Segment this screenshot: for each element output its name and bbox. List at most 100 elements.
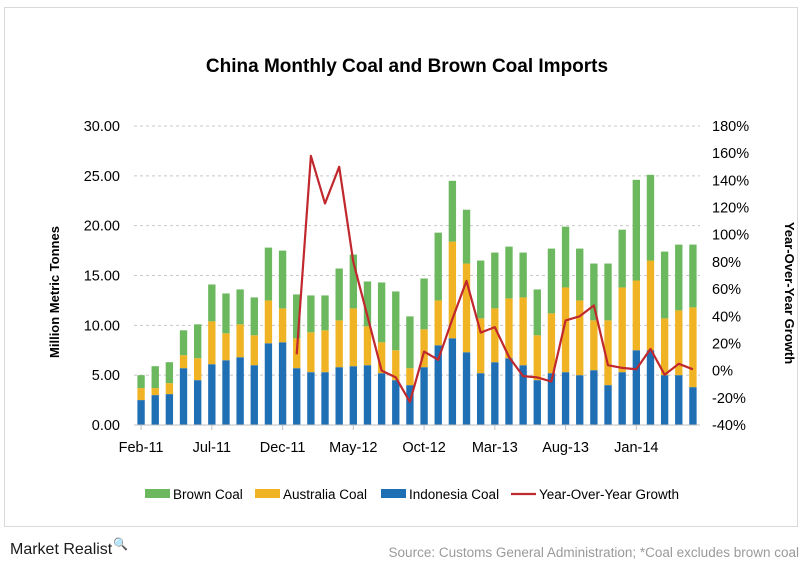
bar-australia-coal bbox=[660, 318, 669, 376]
bar-indonesia-coal bbox=[420, 367, 428, 425]
x-tick-label: Oct-12 bbox=[402, 440, 446, 456]
bar-brown-coal bbox=[561, 226, 570, 288]
bar-australia-coal bbox=[193, 358, 202, 381]
bar-australia-coal bbox=[420, 329, 428, 368]
bar-brown-coal bbox=[689, 244, 697, 308]
bar-brown-coal bbox=[349, 254, 358, 309]
x-tick-label: Dec-11 bbox=[260, 440, 306, 456]
bar-indonesia-coal bbox=[491, 362, 499, 425]
bar-indonesia-coal bbox=[561, 372, 570, 425]
bar-australia-coal bbox=[576, 300, 584, 376]
bar-indonesia-coal bbox=[505, 358, 513, 425]
bar-indonesia-coal bbox=[363, 365, 372, 425]
bar-brown-coal bbox=[335, 268, 343, 321]
legend-label: Australia Coal bbox=[283, 487, 367, 502]
bar-australia-coal bbox=[533, 335, 541, 381]
bar-brown-coal bbox=[675, 244, 683, 311]
y-tick-label: 10.00 bbox=[84, 318, 120, 334]
bar-brown-coal bbox=[137, 375, 145, 389]
bar-brown-coal bbox=[618, 229, 626, 288]
bar-indonesia-coal bbox=[264, 343, 273, 425]
bar-brown-coal bbox=[250, 297, 258, 336]
bar-australia-coal bbox=[462, 263, 471, 353]
y-tick-label: 5.00 bbox=[92, 368, 120, 384]
bar-indonesia-coal bbox=[646, 350, 655, 425]
bar-brown-coal bbox=[519, 252, 527, 298]
bar-brown-coal bbox=[576, 248, 584, 301]
bar-australia-coal bbox=[590, 320, 598, 371]
brand-name: Market Realist bbox=[10, 541, 113, 558]
bar-indonesia-coal bbox=[533, 380, 541, 425]
bar-brown-coal bbox=[660, 251, 669, 319]
bar-australia-coal bbox=[505, 298, 513, 359]
bar-australia-coal bbox=[604, 320, 612, 386]
bar-australia-coal bbox=[377, 342, 386, 374]
legend-label: Indonesia Coal bbox=[409, 487, 499, 502]
bar-series bbox=[137, 174, 697, 425]
bar-australia-coal bbox=[179, 355, 188, 369]
brand-logo: Market Realist🔍 bbox=[10, 537, 128, 559]
bar-indonesia-coal bbox=[547, 373, 556, 425]
bar-indonesia-coal bbox=[179, 368, 188, 425]
y2-tick-label: 100% bbox=[712, 228, 749, 244]
bar-australia-coal bbox=[349, 308, 358, 367]
y2-tick-label: 20% bbox=[712, 336, 741, 352]
bar-brown-coal bbox=[222, 293, 230, 334]
x-tick-label: Mar-13 bbox=[472, 440, 518, 456]
bar-indonesia-coal bbox=[675, 375, 683, 425]
bar-brown-coal bbox=[604, 263, 612, 321]
bar-indonesia-coal bbox=[618, 372, 626, 425]
chart-frame bbox=[4, 7, 798, 527]
x-tick-label: Aug-13 bbox=[542, 440, 589, 456]
bar-australia-coal bbox=[392, 350, 400, 381]
bar-australia-coal bbox=[491, 308, 499, 363]
bar-australia-coal bbox=[236, 324, 244, 358]
y2-tick-label: 60% bbox=[712, 282, 741, 298]
legend-swatch bbox=[145, 489, 170, 498]
bar-indonesia-coal bbox=[349, 366, 358, 425]
bar-brown-coal bbox=[363, 281, 372, 327]
bar-indonesia-coal bbox=[476, 373, 485, 425]
bar-brown-coal bbox=[307, 295, 315, 333]
bar-australia-coal bbox=[250, 335, 258, 366]
bar-indonesia-coal bbox=[604, 385, 612, 425]
bar-australia-coal bbox=[151, 388, 159, 396]
bar-brown-coal bbox=[236, 289, 244, 325]
bar-brown-coal bbox=[491, 252, 499, 309]
bar-indonesia-coal bbox=[307, 372, 315, 425]
bar-brown-coal bbox=[193, 324, 202, 359]
bar-brown-coal bbox=[448, 180, 457, 242]
bar-australia-coal bbox=[222, 333, 230, 361]
y2-tick-label: 160% bbox=[712, 146, 749, 162]
bar-indonesia-coal bbox=[137, 400, 145, 425]
y2-tick-label: 40% bbox=[712, 309, 741, 325]
bar-indonesia-coal bbox=[165, 394, 174, 425]
bar-indonesia-coal bbox=[222, 360, 230, 425]
bar-indonesia-coal bbox=[293, 368, 301, 425]
bar-brown-coal bbox=[547, 248, 556, 314]
y-tick-label: 0.00 bbox=[92, 418, 120, 434]
bar-australia-coal bbox=[689, 307, 697, 388]
bar-brown-coal bbox=[151, 366, 159, 389]
x-tick-label: Jan-14 bbox=[614, 440, 658, 456]
bar-australia-coal bbox=[632, 280, 641, 351]
legend: Brown Coal Australia Coal Indonesia Coal Ye… bbox=[145, 487, 679, 502]
y2-tick-label: 120% bbox=[712, 201, 749, 217]
bar-brown-coal bbox=[377, 282, 386, 343]
bar-indonesia-coal bbox=[392, 380, 400, 425]
y2-tick-label: -20% bbox=[712, 391, 746, 407]
bar-indonesia-coal bbox=[632, 350, 641, 425]
bar-australia-coal bbox=[264, 300, 273, 344]
bar-brown-coal bbox=[264, 247, 273, 301]
bar-brown-coal bbox=[208, 284, 216, 322]
bar-australia-coal bbox=[137, 388, 145, 401]
bar-australia-coal bbox=[278, 308, 287, 343]
bar-brown-coal bbox=[406, 316, 414, 369]
bar-australia-coal bbox=[406, 368, 414, 386]
y2-axis-ticks: -40% -20% 0% 20% 40% 60% 80% 100% 120% 140% 160% 18… bbox=[712, 119, 749, 434]
bar-australia-coal bbox=[208, 321, 216, 365]
bar-australia-coal bbox=[321, 330, 329, 373]
y-axis-ticks: 0.00 5.00 10.00 15.00 20.00 25.00 30.00 bbox=[84, 119, 120, 434]
y2-axis-label: Year-Over-Year Growth bbox=[782, 222, 797, 364]
bar-indonesia-coal bbox=[576, 375, 584, 425]
